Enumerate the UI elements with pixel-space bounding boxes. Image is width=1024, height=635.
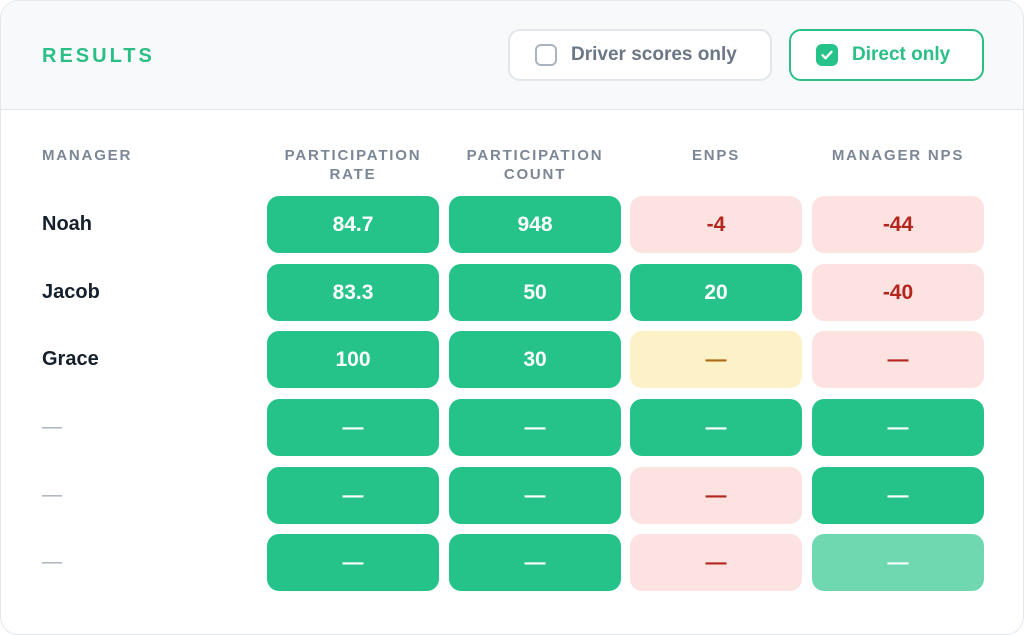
manager-nps-cell: -40 — [812, 264, 984, 321]
participation-count-cell: 948 — [449, 196, 621, 253]
column-header-enps: ENPS — [630, 146, 802, 165]
participation-rate-cell: — — [267, 399, 439, 456]
column-header-line1: MANAGER — [42, 147, 133, 164]
enps-cell: 20 — [630, 264, 802, 321]
manager-name: — — [42, 416, 62, 438]
participation-count-cell: 30 — [449, 331, 621, 388]
results-title: RESULTS — [42, 45, 155, 67]
manager-nps-cell: — — [812, 399, 984, 456]
enps-cell: — — [630, 399, 802, 456]
participation-count-cell: 50 — [449, 264, 621, 321]
manager-name: — — [42, 484, 62, 506]
results-header: RESULTS Driver scores only Direct only — [1, 1, 1023, 110]
direct-only-toggle[interactable]: Direct only — [789, 29, 984, 81]
participation-rate-cell: — — [267, 467, 439, 524]
manager-name: Noah — [42, 213, 92, 235]
column-header-line1: PARTICIPATION — [284, 147, 422, 164]
checkmark-icon — [821, 50, 833, 60]
manager-nps-cell: — — [812, 534, 984, 591]
participation-count-cell: — — [449, 467, 621, 524]
column-header-line2: RATE — [329, 166, 377, 183]
participation-rate-cell: 84.7 — [267, 196, 439, 253]
participation-count-cell: — — [449, 534, 621, 591]
driver-scores-only-toggle[interactable]: Driver scores only — [508, 29, 772, 81]
column-header-manager-nps: MANAGER NPS — [812, 146, 984, 165]
column-header-line2: COUNT — [503, 166, 567, 183]
participation-rate-cell: — — [267, 534, 439, 591]
column-header-participation-count: PARTICIPATION COUNT — [449, 146, 621, 184]
enps-cell: — — [630, 331, 802, 388]
manager-name: — — [42, 551, 62, 573]
enps-cell: — — [630, 534, 802, 591]
checkbox-unchecked-icon[interactable] — [535, 44, 557, 66]
checkbox-checked-icon[interactable] — [816, 44, 838, 66]
enps-cell: — — [630, 467, 802, 524]
direct-only-label: Direct only — [852, 44, 951, 65]
column-header-line1: ENPS — [691, 147, 741, 164]
participation-rate-cell: 100 — [267, 331, 439, 388]
manager-nps-cell: — — [812, 467, 984, 524]
manager-name: Grace — [42, 348, 99, 370]
participation-rate-cell: 83.3 — [267, 264, 439, 321]
manager-nps-cell: -44 — [812, 196, 984, 253]
driver-scores-only-label: Driver scores only — [571, 44, 737, 65]
enps-cell: -4 — [630, 196, 802, 253]
manager-nps-cell: — — [812, 331, 984, 388]
column-header-line1: MANAGER NPS — [831, 147, 965, 164]
column-header-participation-rate: PARTICIPATION RATE — [267, 146, 439, 184]
column-header-line1: PARTICIPATION — [466, 147, 604, 164]
participation-count-cell: — — [449, 399, 621, 456]
manager-name: Jacob — [42, 281, 100, 303]
column-header-manager: MANAGER — [42, 146, 132, 165]
